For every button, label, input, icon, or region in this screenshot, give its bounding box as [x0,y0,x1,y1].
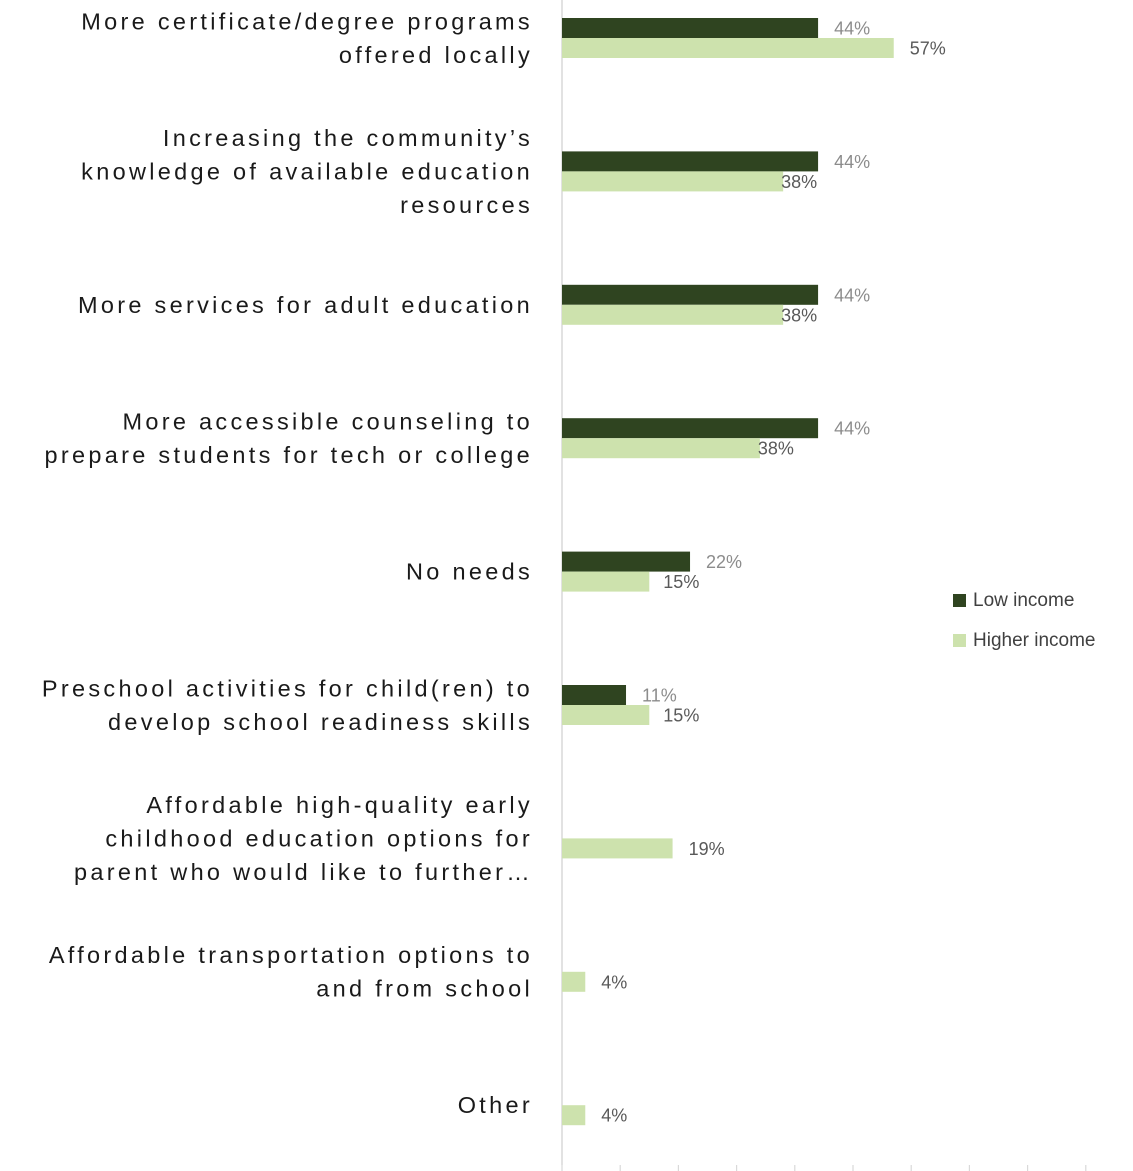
labels-layer: More certificate/degree programs offered … [42,8,946,1125]
bars-layer [562,18,894,1126]
data-label: 22% [706,552,742,572]
data-label: 19% [689,839,725,859]
category-label: No needs [406,559,533,585]
data-label: 44% [834,419,870,439]
category-label-line: parent who would like to further… [74,859,533,885]
bar-higher-income [562,838,673,859]
bar-higher-income [562,38,894,58]
category-label: Other [458,1092,533,1118]
category-label: More accessible counseling to prepare stu… [45,408,534,468]
category-label-line: resources [400,192,533,218]
category-label-line: and from school [316,976,533,1002]
category-label-line: develop school readiness skills [108,709,533,735]
bar-low-income [562,151,819,172]
category-label-line: Other [458,1092,533,1118]
data-label: 44% [834,285,870,305]
bar-low-income [562,418,819,439]
category-label-line: Preschool activities for child(ren) to [42,675,533,701]
category-label-line: More services for adult education [78,292,533,318]
bar-low-income [562,551,691,572]
data-label: 44% [834,19,870,39]
bar-higher-income [562,971,586,992]
bar-higher-income [562,171,784,192]
category-label-line: offered locally [339,42,533,68]
data-label: 38% [758,439,794,459]
category-label: More certificate/degree programs offered … [81,8,533,68]
data-label: 38% [781,305,817,325]
legend-label-low-income: Low income [973,590,1074,611]
bar-low-income [562,18,819,38]
category-label: Increasing the community’s knowledge of a… [81,125,533,218]
category-label-line: Affordable transportation options to [49,942,533,968]
legend-label-higher-income: Higher income [973,630,1096,651]
legend-swatch-higher-income [953,634,966,647]
bar-low-income [562,284,819,305]
data-label: 57% [910,39,946,59]
category-label-line: No needs [406,559,533,585]
category-label-line: Increasing the community’s [163,125,533,151]
legend-swatch-low-income [953,594,966,607]
bar-higher-income [562,1105,586,1126]
category-label: Affordable high-quality early childhood e… [74,792,533,885]
category-label-line: prepare students for tech or college [45,442,534,468]
category-label: Affordable transportation options to and … [49,942,533,1002]
data-label: 15% [663,706,699,726]
category-label-line: childhood education options for [105,825,533,851]
data-label: 4% [601,972,627,992]
category-label: More services for adult education [78,292,533,318]
legend: Low income Higher income [953,590,1096,651]
bar-higher-income [562,571,650,592]
category-label: Preschool activities for child(ren) to de… [42,675,533,735]
data-label: 4% [601,1106,627,1126]
bar-low-income [562,685,627,705]
category-label-line: More accessible counseling to [122,408,533,434]
bar-higher-income [562,438,760,459]
data-label: 15% [663,572,699,592]
data-label: 44% [834,152,870,172]
category-label-line: knowledge of available education [81,158,533,184]
category-label-line: More certificate/degree programs [81,8,533,34]
bar-higher-income [562,705,650,725]
data-label: 11% [642,686,677,706]
category-label-line: Affordable high-quality early [146,792,533,818]
data-label: 38% [781,172,817,192]
bar-higher-income [562,304,784,325]
